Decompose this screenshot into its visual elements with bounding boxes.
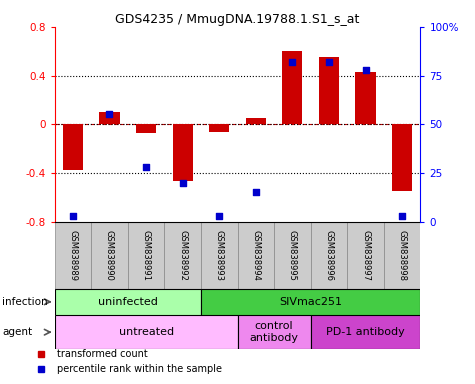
Bar bbox=[128, 222, 164, 289]
Bar bbox=[209, 124, 229, 132]
Bar bbox=[238, 315, 311, 349]
Point bbox=[69, 213, 77, 219]
Text: PD-1 antibody: PD-1 antibody bbox=[326, 327, 405, 337]
Point bbox=[325, 59, 332, 65]
Bar bbox=[282, 51, 303, 124]
Point bbox=[398, 213, 406, 219]
Text: GSM838989: GSM838989 bbox=[68, 230, 77, 281]
Text: GSM838995: GSM838995 bbox=[288, 230, 297, 281]
Bar bbox=[311, 315, 420, 349]
Bar bbox=[384, 222, 420, 289]
Bar bbox=[355, 72, 376, 124]
Text: GSM838998: GSM838998 bbox=[398, 230, 407, 281]
Bar bbox=[55, 222, 91, 289]
Text: GSM838996: GSM838996 bbox=[324, 230, 333, 281]
Text: infection: infection bbox=[2, 297, 48, 307]
Bar bbox=[238, 222, 274, 289]
Bar bbox=[55, 315, 238, 349]
Text: untreated: untreated bbox=[118, 327, 174, 337]
Text: GSM838991: GSM838991 bbox=[142, 230, 151, 281]
Point bbox=[105, 111, 113, 118]
Bar bbox=[63, 124, 83, 170]
Bar bbox=[172, 124, 193, 181]
Text: control
antibody: control antibody bbox=[249, 321, 299, 343]
Text: SIVmac251: SIVmac251 bbox=[279, 297, 342, 307]
Point bbox=[216, 213, 223, 219]
Text: GSM838997: GSM838997 bbox=[361, 230, 370, 281]
Text: GSM838994: GSM838994 bbox=[251, 230, 260, 281]
Bar bbox=[99, 112, 120, 124]
Text: uninfected: uninfected bbox=[98, 297, 158, 307]
Bar bbox=[136, 124, 156, 133]
Text: GSM838990: GSM838990 bbox=[105, 230, 114, 281]
Bar bbox=[91, 222, 128, 289]
Bar bbox=[319, 57, 339, 124]
Bar bbox=[392, 124, 412, 191]
Bar bbox=[274, 222, 311, 289]
Text: agent: agent bbox=[2, 327, 32, 337]
Bar bbox=[164, 222, 201, 289]
Text: GSM838992: GSM838992 bbox=[178, 230, 187, 281]
Bar bbox=[55, 289, 201, 315]
Bar bbox=[311, 222, 347, 289]
Point bbox=[362, 67, 370, 73]
Bar bbox=[201, 289, 420, 315]
Point bbox=[179, 180, 186, 186]
Title: GDS4235 / MmugDNA.19788.1.S1_s_at: GDS4235 / MmugDNA.19788.1.S1_s_at bbox=[115, 13, 360, 26]
Bar bbox=[246, 118, 266, 124]
Text: percentile rank within the sample: percentile rank within the sample bbox=[57, 364, 222, 374]
Bar bbox=[347, 222, 384, 289]
Point bbox=[289, 59, 296, 65]
Point bbox=[142, 164, 150, 170]
Bar bbox=[201, 222, 238, 289]
Point bbox=[252, 189, 259, 195]
Text: transformed count: transformed count bbox=[57, 349, 148, 359]
Text: GSM838993: GSM838993 bbox=[215, 230, 224, 281]
